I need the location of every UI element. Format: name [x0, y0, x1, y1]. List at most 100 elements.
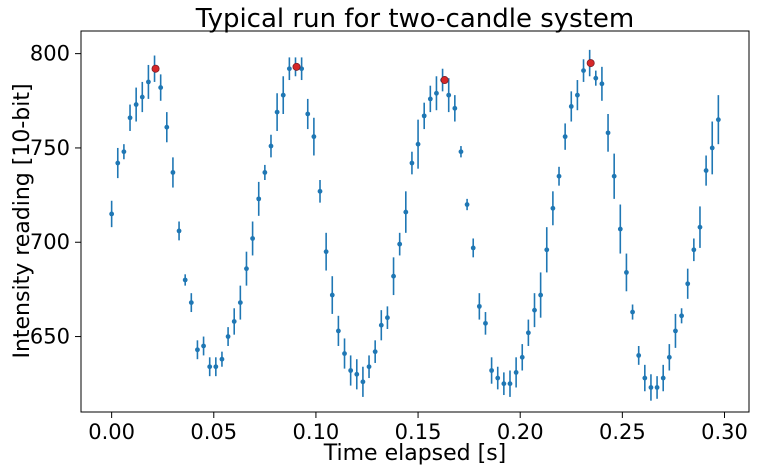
data-point	[630, 309, 635, 315]
data-point	[311, 134, 317, 140]
data-point	[593, 75, 599, 81]
data-point	[250, 236, 255, 241]
data-point	[372, 349, 378, 355]
data-point	[489, 368, 495, 373]
data-point	[207, 364, 213, 370]
data-point	[660, 375, 666, 381]
data-point	[464, 202, 470, 207]
data-point	[611, 173, 617, 179]
data-point	[213, 364, 219, 370]
data-point	[568, 104, 574, 109]
data-point	[201, 343, 206, 349]
data-point	[274, 109, 280, 115]
data-point	[335, 328, 341, 334]
data-point	[605, 130, 611, 136]
x-tick-label: 0.25	[599, 420, 646, 444]
data-point	[513, 369, 519, 375]
data-point	[666, 354, 672, 360]
data-point	[317, 188, 323, 194]
peak-marker	[440, 76, 449, 85]
plot-frame	[80, 30, 750, 413]
data-point	[378, 322, 384, 328]
data-point	[679, 313, 684, 319]
x-tick-label: 0.00	[88, 420, 135, 444]
data-point	[624, 270, 629, 275]
data-point	[348, 368, 354, 373]
y-tick-label: 650	[30, 325, 70, 349]
data-point	[550, 205, 556, 211]
data-point	[556, 173, 562, 179]
data-point	[195, 347, 200, 353]
data-point	[219, 356, 225, 362]
data-point	[244, 266, 249, 272]
data-point	[366, 364, 372, 370]
data-point	[133, 102, 139, 107]
data-point	[501, 381, 507, 387]
data-point	[323, 249, 329, 255]
data-point	[519, 354, 525, 360]
y-tick-label: 750	[30, 136, 70, 160]
data-point	[415, 141, 421, 147]
y-axis-label: Intensity reading [10-bit]	[10, 83, 35, 358]
x-axis-label: Time elapsed [s]	[323, 441, 507, 466]
data-point	[476, 303, 482, 309]
x-tick-label: 0.05	[190, 420, 237, 444]
data-point	[268, 143, 274, 149]
data-point	[121, 149, 127, 155]
data-point	[544, 247, 550, 253]
data-point	[139, 94, 145, 100]
data-point	[483, 320, 488, 326]
data-point	[109, 211, 115, 217]
data-point	[225, 334, 231, 339]
data-point	[403, 209, 409, 215]
data-point	[648, 385, 654, 390]
data-point	[715, 117, 721, 123]
data-point	[391, 273, 396, 279]
data-point	[581, 68, 586, 74]
data-point	[703, 168, 709, 173]
y-tick-label: 800	[30, 42, 70, 66]
data-point	[342, 351, 347, 356]
data-point	[697, 224, 703, 230]
data-point	[452, 105, 458, 111]
data-point	[709, 145, 715, 151]
data-point	[685, 281, 691, 287]
data-point	[237, 300, 243, 306]
data-point	[636, 353, 642, 358]
data-point	[538, 292, 544, 298]
x-tick-label: 0.20	[497, 420, 544, 444]
data-point	[525, 330, 531, 336]
data-point	[231, 319, 237, 324]
data-point	[562, 134, 568, 140]
data-point	[654, 385, 660, 390]
data-point	[329, 292, 335, 298]
data-point	[256, 196, 262, 202]
data-point	[146, 79, 151, 85]
data-point	[280, 92, 286, 98]
data-point	[170, 170, 176, 175]
data-point	[575, 92, 580, 98]
data-point	[360, 379, 366, 385]
data-point	[507, 381, 513, 387]
peak-marker	[151, 64, 160, 73]
data-point	[176, 228, 182, 234]
data-point	[286, 66, 292, 72]
data-point	[458, 149, 464, 155]
x-tick-label: 0.30	[701, 420, 748, 444]
data-point	[409, 160, 415, 166]
data-point	[599, 81, 605, 87]
data-point	[691, 247, 697, 253]
x-tick-label: 0.15	[395, 420, 442, 444]
data-point	[127, 115, 133, 121]
data-points	[109, 60, 721, 390]
data-point	[182, 277, 188, 283]
y-axis: 650 700 750 800	[30, 42, 81, 349]
data-point	[158, 85, 164, 90]
data-point	[495, 375, 501, 381]
x-tick-label: 0.10	[293, 420, 340, 444]
y-tick-label: 700	[30, 230, 70, 254]
data-point	[397, 241, 403, 247]
data-point	[617, 226, 623, 232]
peak-marker	[292, 62, 301, 71]
